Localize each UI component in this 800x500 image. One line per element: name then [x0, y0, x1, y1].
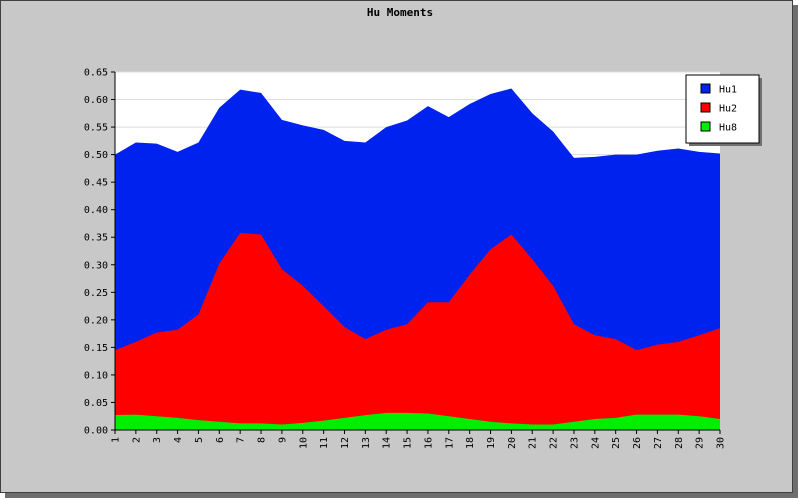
y-tick-label: 0.05	[84, 398, 108, 409]
x-tick-label: 3	[152, 437, 163, 443]
y-tick-label: 0.20	[84, 315, 108, 326]
x-tick-label: 16	[423, 437, 434, 449]
legend-label: Hu2	[719, 104, 737, 115]
y-tick-label: 0.40	[84, 205, 108, 216]
y-tick-label: 0.25	[84, 288, 108, 299]
x-tick-label: 1	[111, 437, 122, 443]
x-tick-label: 4	[173, 437, 184, 443]
x-tick-label: 13	[361, 437, 372, 449]
y-tick-label: 0.55	[84, 123, 108, 134]
x-tick-label: 11	[319, 437, 330, 449]
y-tick-label: 0.45	[84, 178, 108, 189]
x-tick-label: 28	[674, 437, 685, 449]
y-tick-label: 0.30	[84, 260, 108, 271]
x-tick-label: 14	[382, 437, 393, 449]
y-tick-labels: 0.00 0.05 0.10 0.15 0.20 0.25 0.30 0.35 0.40 0.45…	[84, 68, 108, 437]
series-areas	[115, 88, 720, 431]
legend-swatch	[700, 121, 711, 132]
y-tick-label: 0.00	[84, 426, 108, 437]
x-tick-label: 10	[298, 437, 309, 449]
y-tick-label: 0.65	[84, 68, 108, 79]
y-tick-label: 0.35	[84, 233, 108, 244]
x-tick-label: 6	[215, 437, 226, 443]
x-tick-label: 7	[236, 437, 247, 443]
legend-swatch	[700, 102, 711, 113]
x-tick-label: 9	[277, 437, 288, 443]
x-tick-label: 29	[695, 437, 706, 449]
y-tick-label: 0.10	[84, 370, 108, 381]
x-tick-label: 22	[549, 437, 560, 449]
x-tick-label: 8	[257, 437, 268, 443]
x-tick-labels: 1 2 3 4 5 6 7 8 9 10 11 12 13 14 15 16 17 18 19 20 21 22 23 24 2…	[111, 437, 727, 449]
x-tick-label: 2	[131, 437, 142, 443]
legend-label: Hu1	[719, 85, 737, 96]
x-tick-label: 30	[716, 437, 727, 449]
x-tick-label: 19	[486, 437, 497, 449]
x-tick-label: 23	[569, 437, 580, 449]
x-tick-label: 15	[403, 437, 414, 449]
x-tick-label: 17	[444, 437, 455, 449]
legend-box	[685, 74, 760, 144]
chart-title: Hu Moments	[367, 6, 433, 19]
y-tick-label: 0.60	[84, 95, 108, 106]
x-tick-label: 5	[194, 437, 205, 443]
legend-label: Hu8	[719, 123, 737, 134]
x-tick-label: 12	[340, 437, 351, 449]
y-tick-label: 0.15	[84, 343, 108, 354]
x-tick-label: 21	[528, 437, 539, 449]
x-tick-label: 24	[590, 437, 601, 449]
legend: Hu1 Hu2 Hu8	[685, 74, 762, 146]
series-area-hu8	[115, 412, 720, 430]
series-area-hu2	[115, 232, 720, 430]
x-tick-label: 20	[507, 437, 518, 449]
x-tick-label: 25	[611, 437, 622, 449]
axes	[111, 71, 721, 434]
legend-swatch	[700, 83, 711, 94]
x-tick-label: 26	[632, 437, 643, 449]
x-tick-label: 18	[465, 437, 476, 449]
x-tick-label: 27	[653, 437, 664, 449]
y-tick-label: 0.50	[84, 150, 108, 161]
